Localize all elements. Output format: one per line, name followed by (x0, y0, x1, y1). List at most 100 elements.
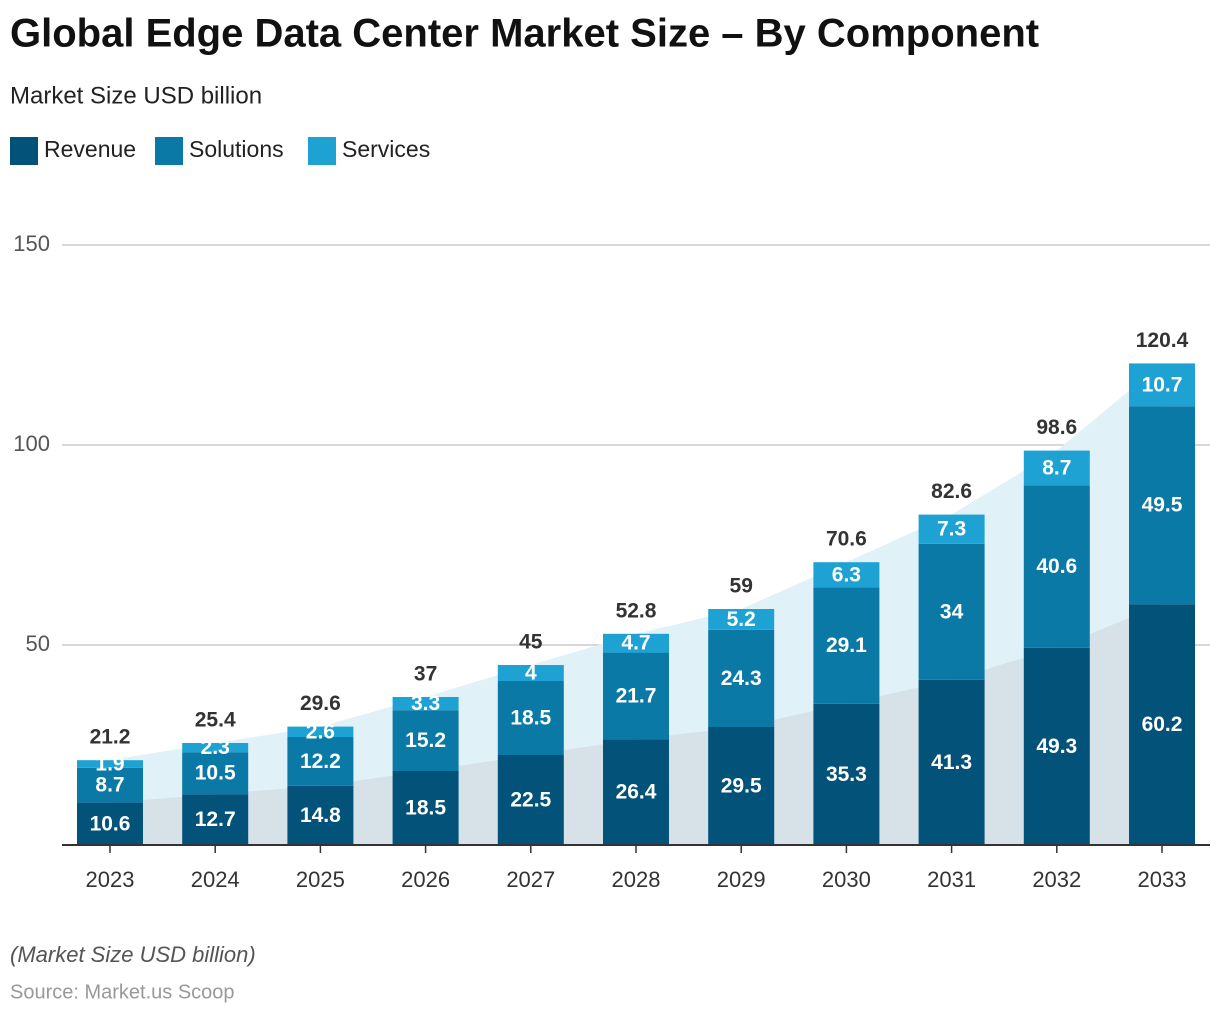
value-label: 3.3 (411, 692, 440, 715)
bar-segment (1129, 363, 1195, 407)
bar-segment (497, 681, 564, 755)
bar-segment (77, 767, 143, 803)
value-label: 12.7 (195, 808, 236, 831)
value-label: 1.9 (95, 753, 124, 776)
bar-segment (287, 785, 354, 845)
value-label: 10.6 (90, 812, 131, 835)
value-label: 4.7 (621, 632, 650, 655)
x-tick-label: 2026 (401, 867, 450, 892)
bar-segment (287, 737, 354, 786)
value-label: 49.3 (1036, 735, 1077, 758)
bar-segment (182, 752, 249, 795)
bar-segment (497, 665, 564, 681)
y-tick-label: 150 (13, 231, 50, 256)
value-label: 49.5 (1142, 494, 1183, 517)
legend-swatch (308, 137, 336, 165)
x-tick-label: 2033 (1138, 867, 1187, 892)
legend-label: Services (342, 136, 430, 162)
value-label: 10.5 (195, 762, 236, 785)
source: Source: Market.us Scoop (10, 981, 235, 1003)
value-label: 5.2 (727, 608, 756, 631)
bar-segment (918, 543, 985, 680)
total-label: 70.6 (826, 528, 867, 551)
total-label: 37 (414, 663, 437, 686)
bar-segment (918, 679, 985, 845)
bar-segment (182, 794, 249, 845)
bar-segment (182, 743, 249, 753)
x-tick-label: 2030 (822, 867, 871, 892)
total-label: 82.6 (931, 480, 972, 503)
total-label: 45 (519, 631, 543, 654)
value-label: 41.3 (931, 751, 972, 774)
bar-segment (813, 587, 880, 704)
bar-segment (392, 710, 459, 771)
x-tick-label: 2025 (296, 867, 345, 892)
value-label: 10.7 (1142, 373, 1183, 396)
trend-area (110, 604, 1162, 845)
value-label: 8.7 (1042, 457, 1071, 480)
footnote: (Market Size USD billion) (10, 942, 256, 967)
value-label: 2.6 (306, 720, 335, 743)
value-label: 14.8 (300, 804, 341, 827)
legend-label: Revenue (44, 136, 136, 162)
x-tick-label: 2028 (612, 867, 661, 892)
chart-subtitle: Market Size USD billion (10, 82, 262, 109)
bar-segment (813, 703, 880, 845)
bar-segment (603, 633, 669, 653)
total-label: 29.6 (300, 692, 341, 715)
y-tick-label: 50 (26, 631, 50, 656)
bar-segment (392, 771, 459, 845)
total-label: 21.2 (90, 726, 131, 749)
value-label: 7.3 (937, 518, 966, 541)
x-tick-label: 2031 (927, 867, 976, 892)
bar-segment (708, 609, 775, 630)
bar-segment (1023, 450, 1090, 486)
bar-segment (392, 697, 459, 711)
legend-swatch (155, 137, 183, 165)
value-label: 34 (940, 600, 964, 623)
value-label: 4 (525, 662, 537, 685)
bar-segment (603, 739, 669, 845)
value-label: 40.6 (1036, 555, 1077, 578)
x-tick-label: 2027 (506, 867, 555, 892)
bar-segment (708, 727, 775, 845)
bar-segment (77, 760, 143, 768)
value-label: 15.2 (405, 729, 446, 752)
y-tick-label: 100 (13, 431, 50, 456)
value-label: 26.4 (616, 781, 657, 804)
bar-segment (813, 562, 880, 588)
total-label: 59 (730, 575, 753, 598)
value-label: 35.3 (826, 763, 867, 786)
value-label: 24.3 (721, 667, 762, 690)
bar-segment (1129, 406, 1195, 605)
value-label: 29.1 (826, 634, 867, 657)
value-label: 12.2 (300, 750, 341, 773)
value-label: 60.2 (1142, 713, 1183, 736)
x-tick-label: 2024 (191, 867, 240, 892)
bar-segment (497, 755, 564, 845)
value-label: 2.3 (201, 736, 230, 759)
legend-swatch (10, 137, 38, 165)
x-tick-label: 2032 (1032, 867, 1081, 892)
chart-title: Global Edge Data Center Market Size – By… (10, 12, 1039, 56)
total-label: 98.6 (1036, 416, 1077, 439)
x-tick-label: 2023 (86, 867, 135, 892)
total-label: 52.8 (616, 599, 657, 622)
value-label: 8.7 (95, 774, 124, 797)
value-label: 18.5 (510, 707, 551, 730)
legend-label: Solutions (189, 136, 284, 162)
bar-segment (603, 652, 669, 740)
total-label: 120.4 (1136, 329, 1189, 352)
total-label: 25.4 (195, 709, 236, 732)
x-tick-label: 2029 (717, 867, 766, 892)
value-label: 6.3 (832, 563, 861, 586)
bar-segment (1023, 647, 1090, 845)
bar-segment (287, 726, 354, 737)
value-label: 21.7 (616, 685, 657, 708)
bar-segment (708, 629, 775, 727)
bar-segment (77, 802, 143, 845)
value-label: 22.5 (510, 789, 551, 812)
value-label: 29.5 (721, 775, 762, 798)
bar-segment (1129, 604, 1195, 845)
